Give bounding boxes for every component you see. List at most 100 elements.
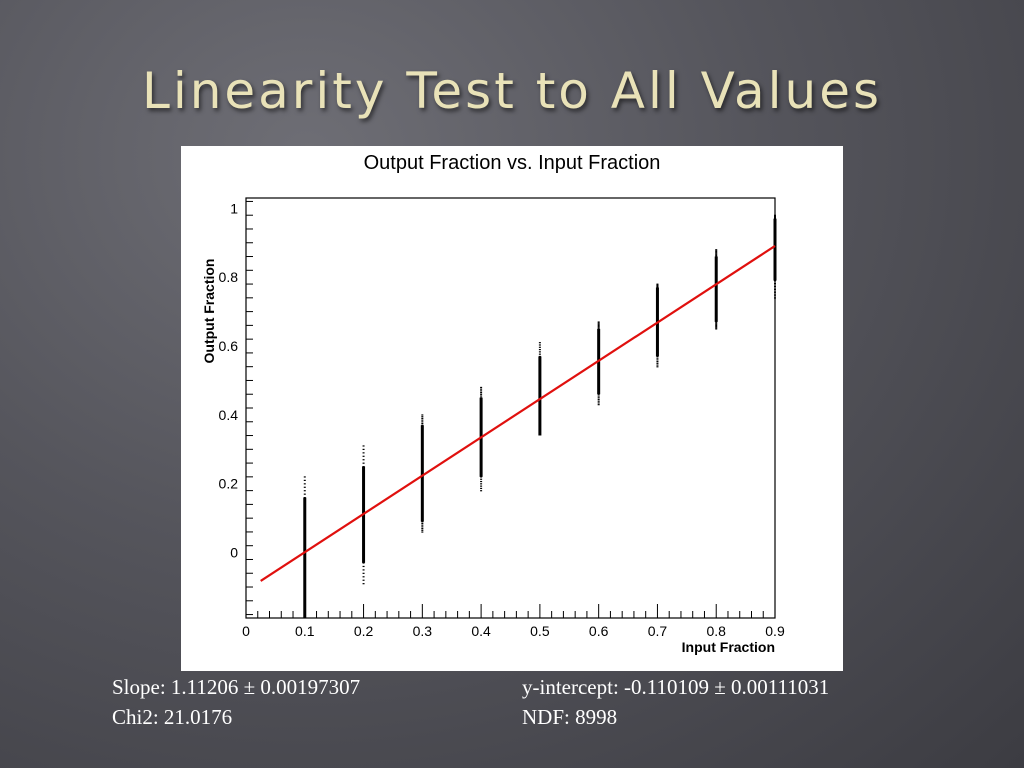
x-tick-label: 0.8 [706, 623, 726, 639]
data-point [303, 493, 306, 495]
data-point [480, 478, 483, 480]
data-point [421, 419, 424, 421]
data-point [597, 326, 600, 328]
x-tick-label: 0.1 [295, 623, 315, 639]
data-point [362, 572, 365, 574]
data-point [480, 476, 483, 478]
data-point [362, 448, 365, 451]
data-point [774, 288, 776, 290]
data-point [715, 327, 718, 329]
data-point [538, 353, 541, 355]
data-point [303, 497, 306, 499]
x-tick-label: 0.6 [589, 623, 609, 639]
data-point [362, 455, 365, 457]
data-point [480, 390, 483, 392]
data-point [362, 452, 365, 454]
x-tick-label: 0.9 [765, 623, 785, 639]
data-point [597, 402, 600, 404]
x-axis-label: Input Fraction [682, 639, 775, 655]
data-point [480, 485, 483, 487]
data-point [362, 576, 365, 578]
data-point [774, 291, 776, 293]
data-point [597, 324, 600, 327]
intercept-text: y-intercept: -0.110109 ± 0.00111031 [522, 675, 830, 699]
data-point [715, 328, 718, 330]
data-point [656, 366, 659, 368]
data-point [597, 321, 600, 323]
data-point [774, 297, 776, 299]
data-point [480, 386, 483, 389]
data-point [774, 294, 776, 296]
data-point [715, 252, 718, 254]
data-point [715, 326, 718, 328]
data-point [715, 250, 718, 252]
data-point [421, 526, 424, 528]
data-point [362, 466, 365, 468]
data-point [362, 569, 365, 571]
ndf-text: NDF: 8998 [522, 705, 618, 729]
data-point [480, 480, 483, 483]
data-point [480, 397, 483, 399]
x-tick-label: 0.5 [530, 623, 550, 639]
x-tick-label: 0 [242, 623, 250, 639]
data-point [421, 417, 424, 420]
data-point [480, 393, 483, 395]
y-axis: 0 0.2 0.4 0.6 0.8 1 [219, 200, 253, 616]
data-point [421, 529, 424, 531]
fit-line-group [260, 245, 776, 582]
data-point [774, 214, 776, 216]
data-point [597, 322, 600, 324]
data-point [480, 395, 483, 397]
x-tick-label: 0.4 [471, 623, 491, 639]
data-point [656, 362, 659, 364]
data-point [421, 524, 424, 526]
data-point [538, 346, 541, 348]
x-tick-label: 0.3 [413, 623, 433, 639]
data-point [774, 282, 776, 285]
y-axis-label: Output Fraction [201, 259, 217, 364]
data-point [656, 361, 659, 363]
data-point [597, 328, 600, 330]
data-point [538, 344, 541, 346]
plot-frame [245, 197, 776, 619]
fit-line [260, 245, 776, 582]
data-point [362, 462, 365, 464]
y-tick-label: 0.6 [219, 338, 239, 354]
data-point [362, 445, 365, 447]
data-point [715, 251, 718, 253]
data-point [715, 253, 718, 255]
data-point [303, 490, 306, 492]
data-point [480, 487, 483, 490]
data-point [597, 404, 600, 406]
data-point [538, 351, 541, 353]
slope-text: Slope: 1.11206 ± 0.00197307 [112, 675, 361, 699]
data-point [362, 583, 365, 585]
data-point [715, 321, 718, 323]
chi2-text: Chi2: 21.0176 [112, 705, 233, 729]
data-point [715, 322, 718, 324]
data-point [421, 522, 424, 525]
data-point [715, 256, 718, 258]
data-point [597, 397, 600, 399]
y-tick-label: 0.2 [219, 476, 239, 492]
data-point [303, 476, 306, 478]
data-point [597, 395, 600, 397]
data-point [421, 521, 424, 523]
scatter-chart: Output Fraction vs. Input Fraction 00.20… [201, 152, 785, 655]
data-point [362, 579, 365, 581]
data-point [362, 562, 365, 564]
data-point [656, 364, 659, 366]
data-point [538, 342, 541, 344]
data-point [597, 327, 600, 329]
data-point [715, 254, 718, 257]
data-point [303, 486, 306, 488]
data-point [303, 483, 306, 485]
data-point [362, 565, 365, 568]
chart-title: Output Fraction vs. Input Fraction [364, 152, 661, 174]
data-point [421, 414, 424, 416]
data-point [774, 280, 776, 282]
data-point [421, 531, 424, 533]
data-point [480, 490, 483, 492]
chart-panel: Output Fraction vs. Input Fraction 0 0.2 0… [181, 146, 843, 671]
data-point [538, 348, 541, 351]
